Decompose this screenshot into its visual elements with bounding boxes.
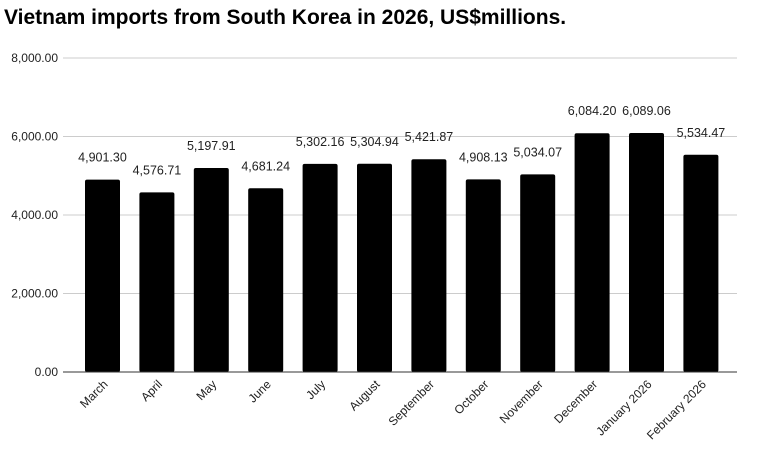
y-tick-label: 8,000.00 — [11, 51, 58, 65]
x-tick-label: January 2026 — [593, 377, 655, 439]
y-tick-label: 4,000.00 — [11, 208, 58, 222]
bar — [248, 188, 284, 372]
x-tick-label: November — [497, 377, 546, 426]
data-label: 5,302.16 — [296, 135, 345, 149]
bar — [411, 159, 447, 372]
x-tick-label: July — [303, 377, 328, 402]
x-tick-label: April — [138, 377, 165, 404]
y-tick-label: 2,000.00 — [11, 287, 58, 301]
bar — [629, 133, 664, 372]
bar — [85, 179, 120, 372]
data-label: 4,908.13 — [459, 150, 508, 164]
data-label: 5,421.87 — [405, 130, 454, 144]
data-label: 4,576.71 — [133, 163, 182, 177]
y-tick-label: 6,000.00 — [11, 130, 58, 144]
x-axis-labels: March April May June July August September Octo… — [77, 377, 709, 443]
data-label: 5,534.47 — [677, 126, 726, 140]
bar — [139, 192, 175, 372]
bar — [357, 163, 392, 372]
data-label: 5,304.94 — [350, 135, 399, 149]
x-tick-label: October — [451, 377, 491, 417]
y-axis-ticks: 0.00 2,000.00 4,000.00 6,000.00 8,000.00 — [11, 51, 58, 379]
x-tick-label: May — [193, 377, 219, 403]
bars — [85, 133, 719, 372]
y-tick-label: 0.00 — [35, 365, 59, 379]
bar — [302, 163, 338, 372]
data-label: 5,034.07 — [513, 145, 562, 159]
x-tick-label: September — [386, 377, 437, 428]
x-tick-label: August — [346, 377, 383, 414]
data-label: 4,681.24 — [241, 159, 290, 173]
data-label: 5,197.91 — [187, 139, 236, 153]
data-labels: 4,901.30 4,576.71 5,197.91 4,681.24 5,302.16… — [78, 104, 725, 177]
bar — [683, 154, 719, 372]
data-label: 6,084.20 — [568, 104, 617, 118]
data-label: 4,901.30 — [78, 151, 127, 165]
x-tick-label: March — [77, 377, 110, 410]
bar — [193, 167, 229, 372]
bar — [574, 133, 610, 372]
x-tick-label: December — [551, 377, 600, 426]
bar — [465, 179, 501, 372]
gridlines — [63, 57, 737, 294]
bar — [520, 174, 556, 372]
chart-title: Vietnam imports from South Korea in 2026… — [4, 6, 567, 29]
x-tick-label: June — [246, 377, 275, 406]
data-label: 6,089.06 — [622, 104, 671, 118]
